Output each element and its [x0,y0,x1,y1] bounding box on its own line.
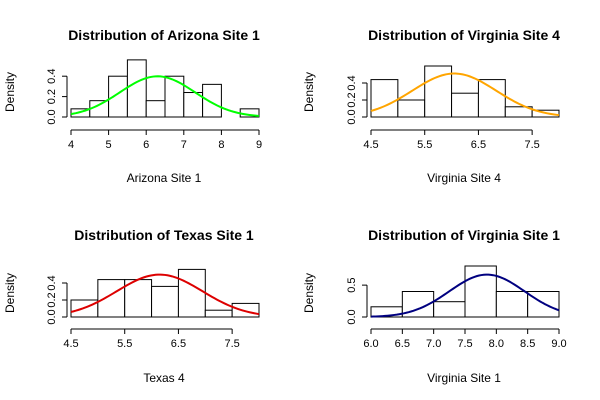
x-axis-label: Virginia Site 1 [427,371,501,385]
x-tick-label: 8.5 [520,338,535,350]
x-tick-label: 7 [181,139,187,151]
histogram-bar [231,302,260,318]
histogram-bar [145,100,166,118]
x-tick-label: 7.5 [524,139,539,151]
y-axis-label: Density [302,273,316,313]
histogram-bar [151,285,179,318]
histogram-bar [397,99,426,118]
x-tick-label: 4 [68,139,74,151]
chart-panel-texas-site-1: Distribution of Texas Site 1 Texas 4 Den… [3,227,260,385]
y-axis-label: Density [3,273,17,313]
x-tick-label: 6.5 [395,338,410,350]
x-tick-label: 5.5 [117,338,132,350]
x-axis-label: Texas 4 [143,371,185,385]
x-axis-label: Virginia Site 4 [427,171,501,185]
y-axis-label: Density [3,72,17,112]
density-curve [370,273,560,318]
histogram-bar [202,83,222,118]
histogram-bar [177,268,206,318]
y-tick-label: 0.0 [346,109,358,124]
x-tick-label: 6.5 [171,338,186,350]
x-tick-label: 4.5 [363,139,378,151]
x-tick-label: 6.0 [363,338,378,350]
y-axis-label: Density [302,72,316,112]
density-curve [370,72,560,117]
histogram-bar [451,92,479,118]
histogram-bar [108,75,128,118]
x-tick-label: 7.0 [426,338,441,350]
histogram-bar [97,279,126,318]
histogram-bar [495,291,529,318]
chart-title: Distribution of Virginia Site 1 [368,227,560,243]
density-curve [70,75,260,117]
y-tick-label: 0.4 [46,275,58,290]
y-tick-label: 0.5 [346,277,358,292]
histogram-bar [204,309,233,318]
y-tick-label: 0.4 [346,75,358,90]
chart-title: Distribution of Virginia Site 4 [368,27,560,43]
x-tick-label: 7.5 [457,338,472,350]
x-tick-label: 8.0 [489,338,504,350]
chart-panel-virginia-site-1: Distribution of Virginia Site 1 Virginia… [302,227,567,385]
chart-title: Distribution of Texas Site 1 [74,227,254,243]
y-tick-label: 0.0 [46,309,58,324]
chart-panel-virginia-site-4: Distribution of Virginia Site 4 Virginia… [302,27,560,185]
x-tick-label: 7.5 [224,338,239,350]
y-tick-label: 0.4 [46,69,58,84]
density-curve [70,273,260,316]
x-tick-label: 4.5 [63,338,78,350]
x-tick-label: 6 [143,139,149,151]
x-tick-label: 8 [218,139,224,151]
histogram-bar [477,79,506,118]
chart-title: Distribution of Arizona Site 1 [68,27,260,43]
x-tick-label: 9.0 [551,338,566,350]
y-tick-label: 0.2 [46,89,58,104]
histogram-bar [164,75,185,118]
x-tick-label: 5.5 [417,139,432,151]
chart-panel-arizona-site-1: Distribution of Arizona Site 1 Arizona S… [3,27,262,185]
histogram-bar [464,265,497,318]
x-tick-label: 9 [256,139,262,151]
histogram-bar [370,79,399,118]
y-tick-label: 0.2 [46,292,58,307]
histogram-bar [126,59,147,118]
x-tick-label: 6.5 [471,139,486,151]
x-axis-label: Arizona Site 1 [127,171,202,185]
y-tick-label: 0.2 [346,92,358,107]
y-tick-label: 0.0 [346,309,358,324]
y-tick-label: 0.0 [46,109,58,124]
histogram-bar [433,301,466,318]
x-tick-label: 5 [106,139,112,151]
